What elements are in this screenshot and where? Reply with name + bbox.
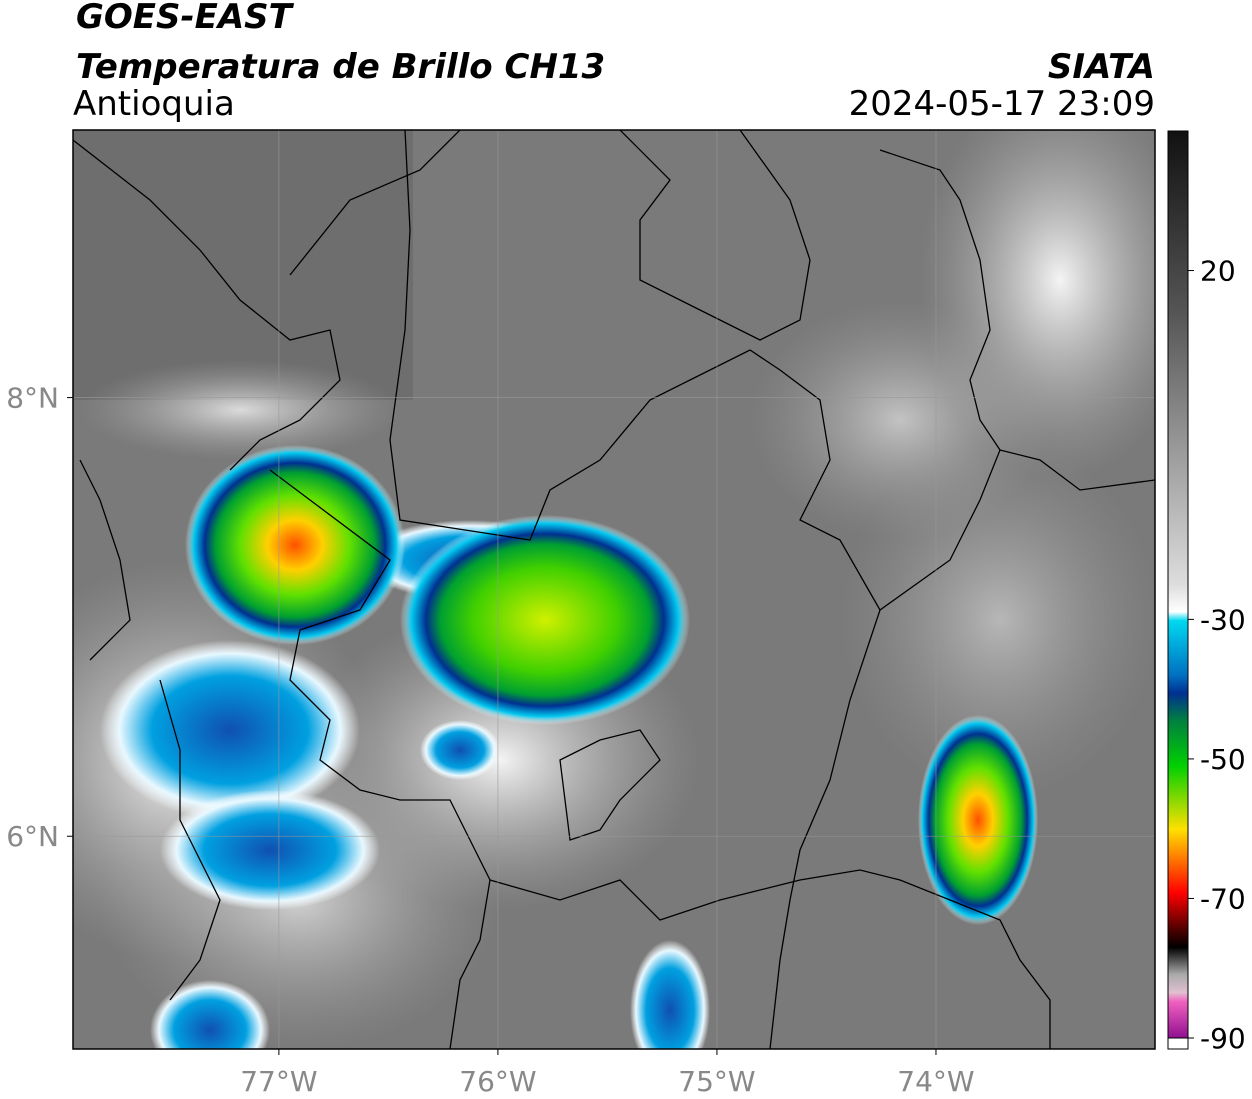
graticule — [73, 130, 1155, 1049]
region-label: Antioquia — [73, 84, 235, 124]
source-title: GOES-EAST — [76, 0, 295, 37]
datetime-label: 2024-05-17 23:09 — [849, 84, 1155, 124]
colorbar-tick-label: -70 — [1200, 882, 1246, 915]
x-tick-label: 77°W — [240, 1065, 317, 1098]
colorbar-tick-label: -90 — [1200, 1022, 1246, 1055]
colorbar-tick-label: 20 — [1200, 255, 1236, 288]
y-tick-label: 8°N — [6, 382, 59, 415]
product-title: Temperatura de Brillo CH13 — [76, 47, 605, 87]
x-tick-label: 74°W — [897, 1065, 974, 1098]
agency-label: SIATA — [1048, 47, 1155, 87]
y-tick-label: 6°N — [6, 820, 59, 853]
colorbar-tick-label: -50 — [1200, 743, 1246, 776]
x-tick-label: 75°W — [678, 1065, 755, 1098]
colorbar-tick-label: -30 — [1200, 603, 1246, 636]
colorbar — [1167, 130, 1189, 1039]
satellite-image — [73, 130, 1155, 1049]
x-tick-label: 76°W — [459, 1065, 536, 1098]
map-frame — [72, 129, 1156, 1050]
colorbar-extension — [1167, 1037, 1189, 1050]
